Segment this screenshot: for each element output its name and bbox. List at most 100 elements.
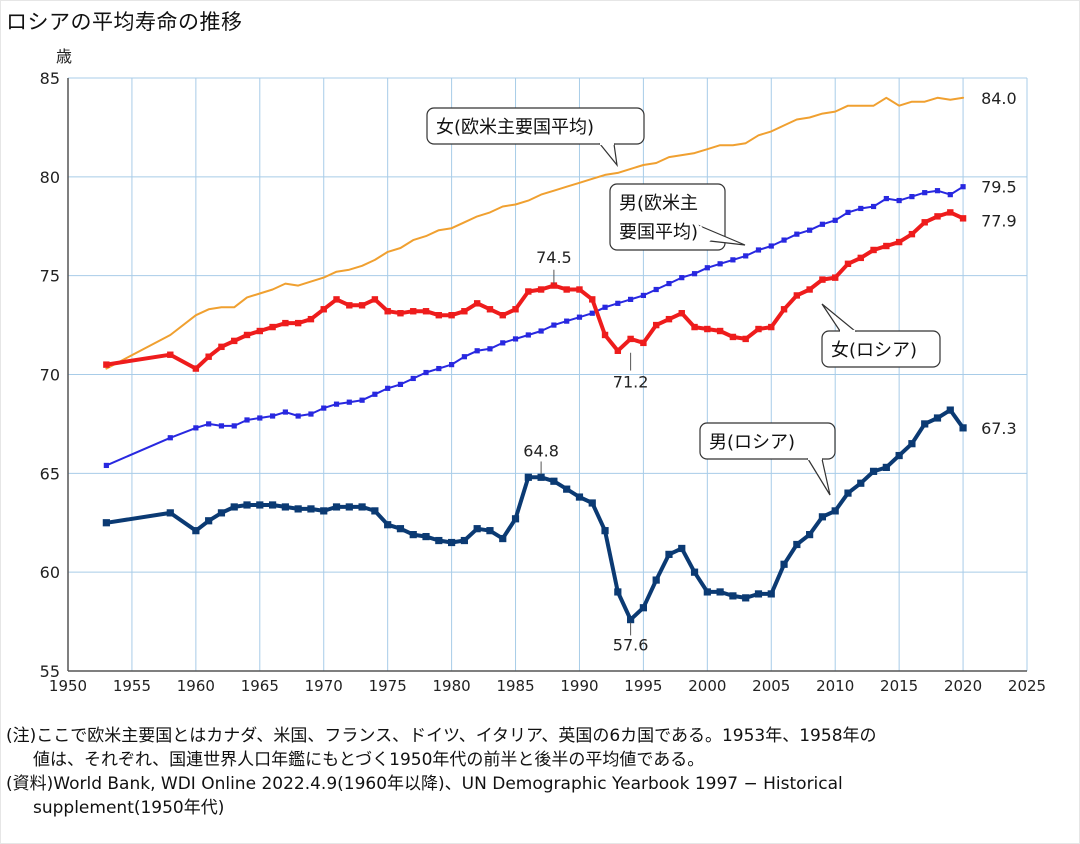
data-point — [371, 507, 379, 515]
data-point — [729, 333, 737, 341]
data-point — [474, 348, 480, 354]
series-3 — [102, 406, 967, 624]
data-point — [652, 576, 660, 584]
data-point — [922, 190, 928, 196]
data-point — [602, 304, 608, 310]
data-point — [806, 531, 814, 539]
end-value-label: 84.0 — [981, 89, 1017, 108]
data-point — [601, 527, 609, 535]
end-value-label: 67.3 — [981, 419, 1017, 438]
data-point — [231, 337, 238, 345]
data-point — [448, 312, 455, 319]
y-tick-label: 70 — [40, 366, 60, 385]
data-point — [921, 219, 928, 226]
data-point — [358, 302, 366, 309]
data-point — [384, 521, 392, 529]
callout-box — [821, 330, 941, 368]
data-point — [499, 534, 507, 543]
data-point — [192, 527, 200, 535]
data-point — [384, 308, 391, 315]
data-point — [218, 343, 225, 351]
data-point — [832, 274, 839, 281]
data-point — [614, 588, 622, 596]
y-tick-label: 75 — [40, 267, 60, 286]
data-point — [755, 247, 762, 253]
data-point — [435, 536, 443, 545]
y-tick-label: 55 — [40, 662, 60, 681]
data-point — [320, 306, 327, 313]
data-point — [730, 257, 736, 263]
data-point — [869, 467, 878, 475]
data-point — [665, 550, 673, 558]
data-point — [639, 604, 647, 612]
x-tick-label: 2025 — [1008, 677, 1046, 695]
data-point — [743, 253, 749, 259]
data-point — [909, 194, 915, 200]
data-point — [499, 312, 506, 319]
data-point — [870, 203, 877, 210]
data-point — [742, 594, 750, 602]
data-point — [461, 308, 468, 315]
data-point — [601, 331, 609, 339]
data-point — [716, 588, 724, 596]
data-point — [946, 406, 954, 414]
data-point — [794, 231, 800, 237]
data-point — [538, 328, 544, 334]
data-point — [448, 538, 456, 547]
data-point — [281, 503, 289, 511]
x-tick-label: 1995 — [624, 677, 662, 695]
data-point — [589, 310, 595, 316]
note-line-2: 値は、それぞれ、国連世界人口年鑑にもとづく1950年代の前半と後半の平均値である… — [33, 750, 705, 770]
data-point — [806, 286, 813, 293]
data-point — [947, 209, 954, 216]
point-value-label: 64.8 — [523, 442, 559, 461]
data-point — [666, 280, 672, 287]
data-point — [857, 254, 864, 262]
series-2 — [103, 209, 967, 372]
x-tick-label: 1950 — [49, 677, 87, 695]
data-point — [244, 417, 250, 423]
x-tick-label: 1980 — [433, 677, 471, 695]
data-point — [807, 227, 813, 233]
data-point — [436, 365, 442, 372]
data-point — [282, 409, 288, 415]
end-value-label: 79.5 — [981, 178, 1017, 197]
callout-box — [426, 107, 645, 145]
data-point — [525, 288, 532, 295]
data-point — [268, 501, 277, 509]
data-point — [422, 532, 430, 541]
data-point — [321, 405, 327, 411]
y-tick-label: 60 — [40, 563, 60, 582]
data-point — [832, 217, 838, 223]
data-point — [512, 336, 519, 342]
data-point — [551, 322, 557, 328]
data-point — [678, 310, 685, 317]
point-value-label: 57.6 — [613, 635, 649, 654]
data-point — [614, 347, 622, 354]
x-tick-label: 1975 — [369, 677, 407, 695]
data-point — [921, 420, 929, 428]
data-point — [819, 276, 826, 283]
y-axis-unit-label: 歳 — [56, 47, 72, 66]
y-tick-label: 80 — [40, 168, 60, 187]
callout-box — [699, 422, 836, 460]
data-point — [269, 413, 276, 419]
data-point — [243, 501, 251, 509]
data-point — [217, 509, 226, 517]
data-point — [576, 314, 583, 320]
data-point — [256, 501, 264, 509]
callout-text: 男(ロシア) — [709, 432, 795, 453]
data-point — [295, 413, 301, 419]
data-point — [371, 296, 379, 303]
data-point — [793, 540, 801, 549]
data-point — [882, 463, 890, 472]
data-point — [257, 415, 263, 421]
data-point — [358, 503, 366, 511]
data-point — [844, 489, 852, 497]
data-point — [615, 300, 621, 306]
data-point — [231, 423, 237, 429]
data-point — [511, 515, 520, 523]
data-point — [883, 195, 889, 202]
data-point — [563, 485, 571, 493]
data-point — [652, 321, 660, 329]
